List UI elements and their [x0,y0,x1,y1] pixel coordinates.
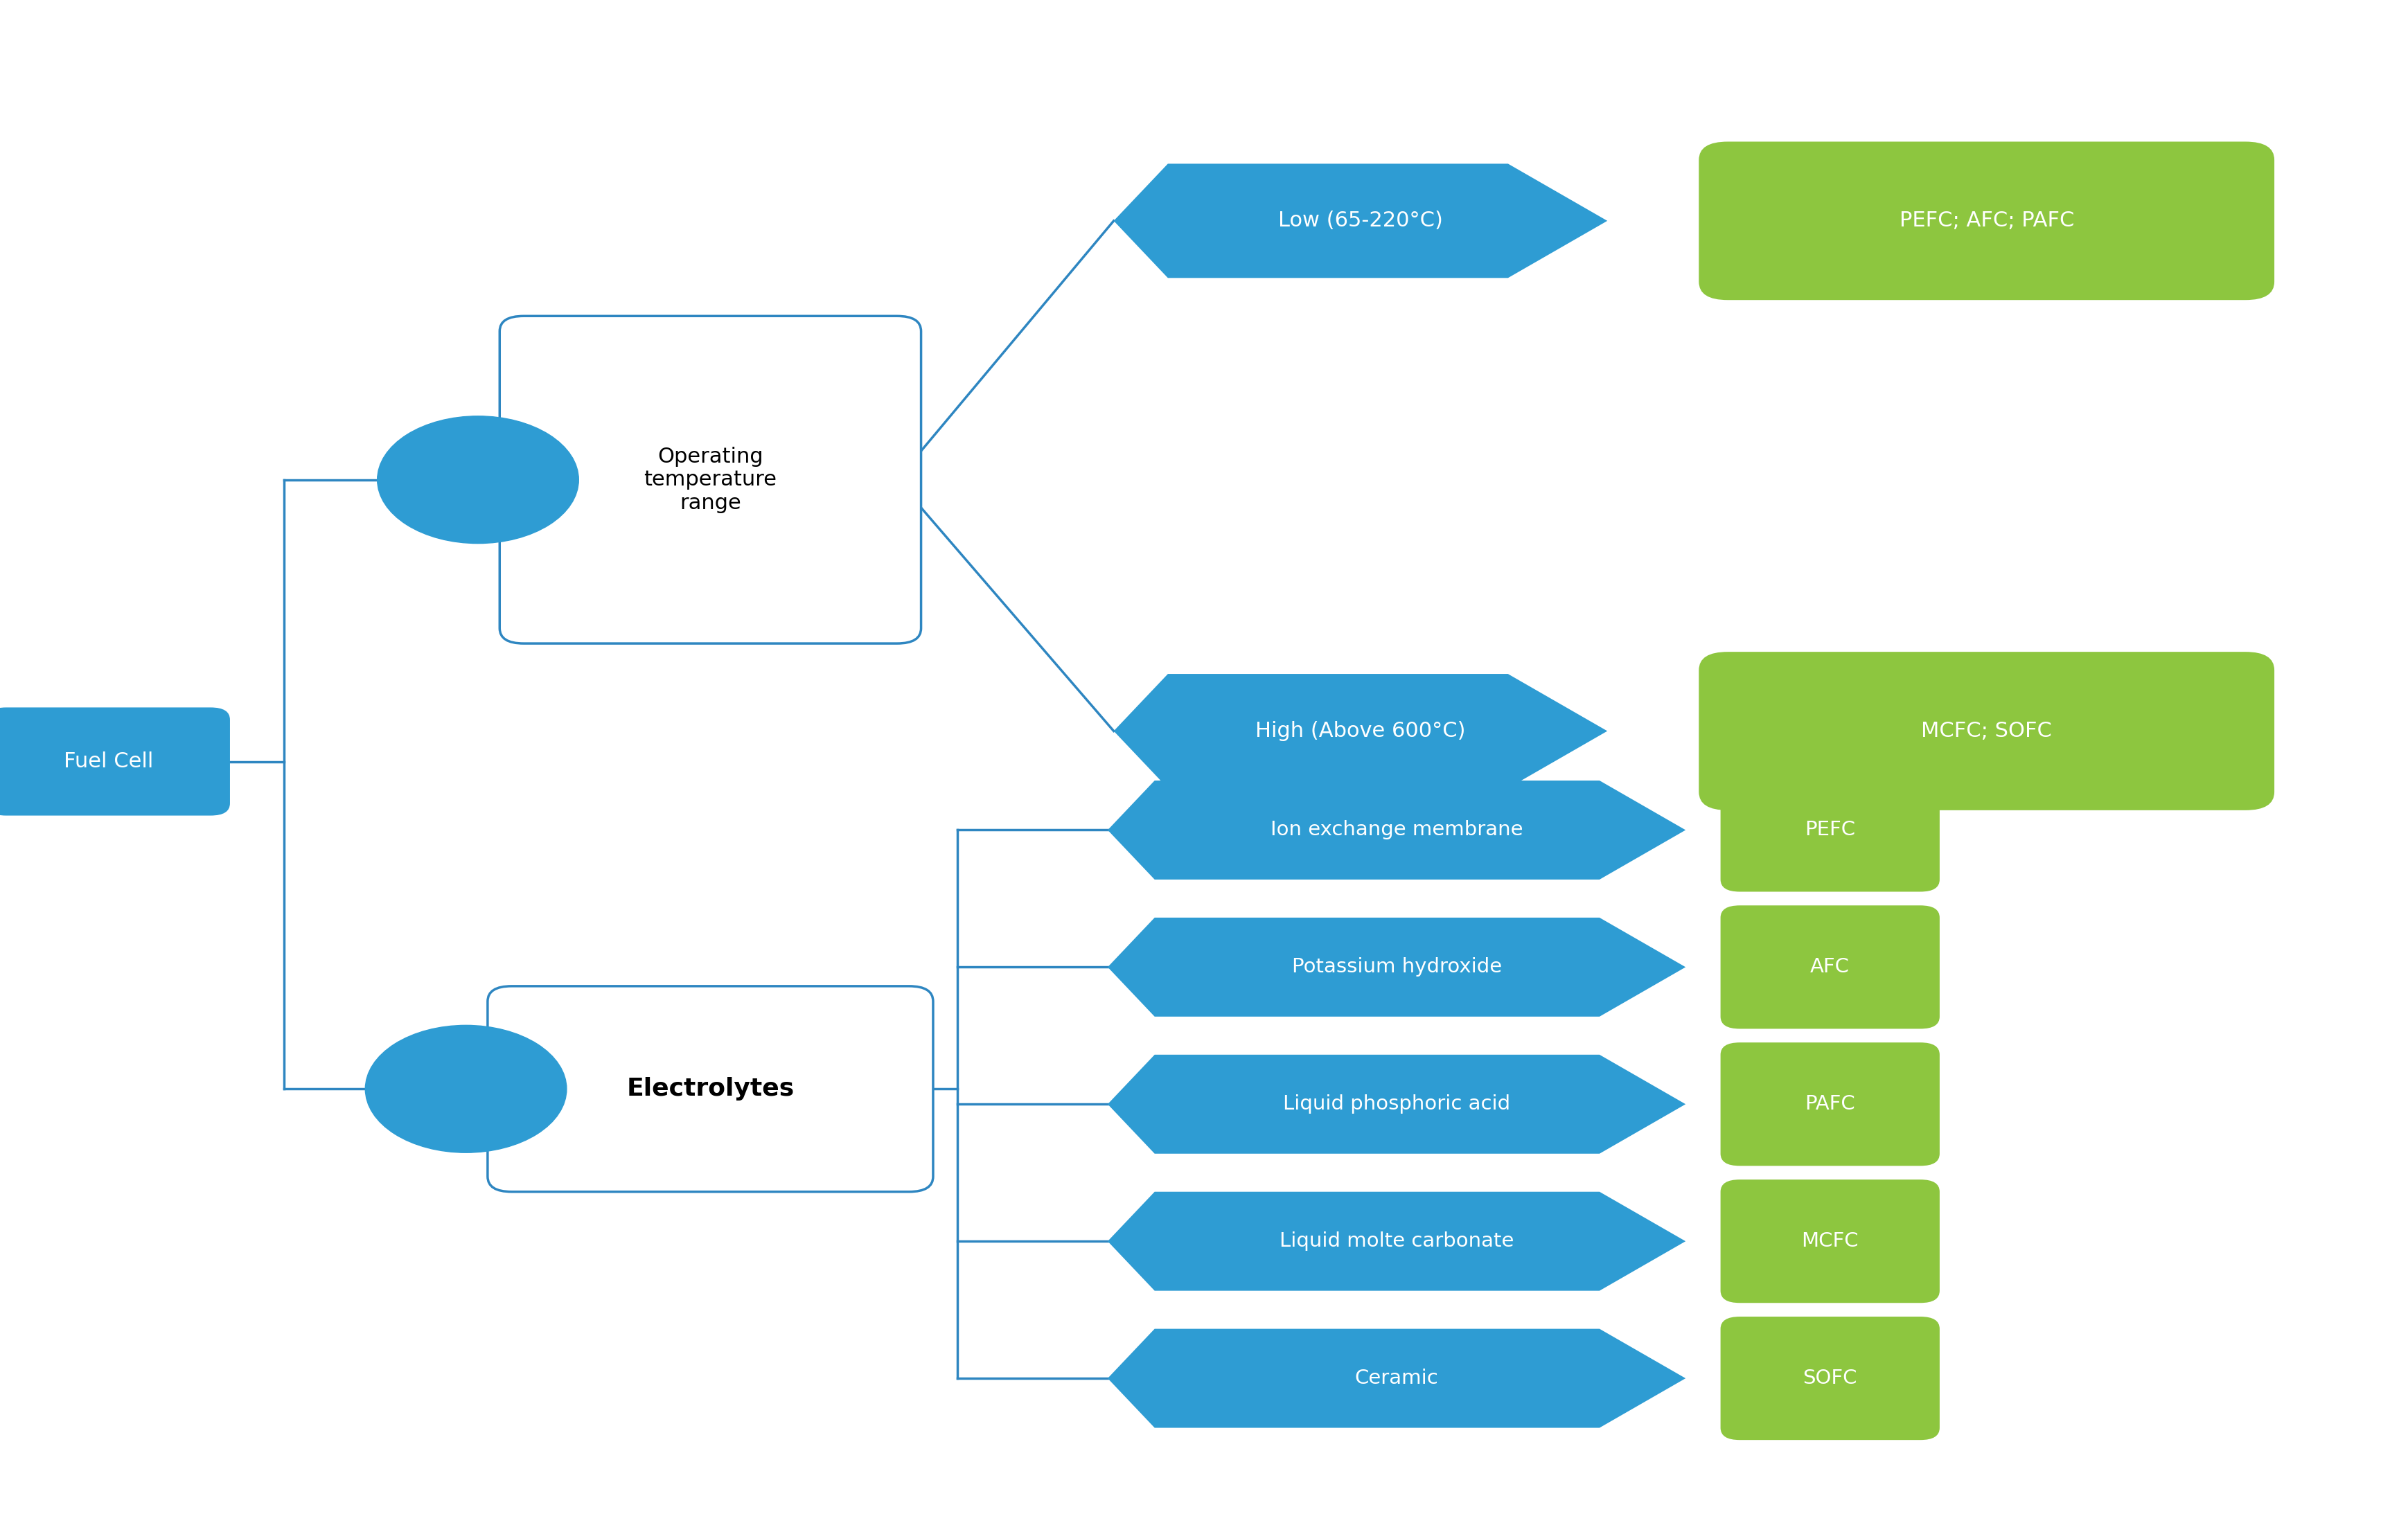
FancyBboxPatch shape [1719,1179,1941,1304]
Text: Ion exchange membrane: Ion exchange membrane [1271,821,1522,839]
Text: Low (65-220°C): Low (65-220°C) [1279,210,1442,231]
Text: Ceramic: Ceramic [1356,1369,1438,1387]
FancyBboxPatch shape [1719,905,1941,1030]
FancyBboxPatch shape [1698,652,2273,810]
Text: AFC: AFC [1811,958,1849,976]
Text: PEFC: PEFC [1804,821,1857,839]
Text: Potassium hydroxide: Potassium hydroxide [1291,958,1503,976]
Circle shape [378,416,578,544]
FancyBboxPatch shape [1698,142,2273,300]
Text: PEFC; AFC; PAFC: PEFC; AFC; PAFC [1900,210,2073,231]
Polygon shape [1108,780,1686,880]
Polygon shape [1108,1191,1686,1292]
FancyBboxPatch shape [1719,769,1941,892]
FancyBboxPatch shape [0,707,231,816]
FancyBboxPatch shape [1719,1316,1941,1441]
Polygon shape [1112,675,1609,789]
Text: Fuel Cell: Fuel Cell [63,751,154,772]
Circle shape [366,1025,566,1153]
Text: MCFC: MCFC [1801,1232,1859,1250]
Text: Operating
temperature
range: Operating temperature range [643,446,778,513]
Text: Electrolytes: Electrolytes [626,1077,795,1101]
Polygon shape [1108,917,1686,1017]
Text: MCFC; SOFC: MCFC; SOFC [1922,720,2052,742]
FancyBboxPatch shape [486,987,932,1193]
Polygon shape [1108,1054,1686,1154]
Text: High (Above 600°C): High (Above 600°C) [1255,720,1466,742]
Text: PAFC: PAFC [1806,1095,1854,1113]
Text: Liquid molte carbonate: Liquid molte carbonate [1279,1232,1515,1250]
FancyBboxPatch shape [1719,1042,1941,1167]
Text: Liquid phosphoric acid: Liquid phosphoric acid [1283,1095,1510,1113]
Text: SOFC: SOFC [1804,1369,1857,1387]
Polygon shape [1112,164,1609,277]
Polygon shape [1108,1328,1686,1429]
FancyBboxPatch shape [498,317,920,643]
